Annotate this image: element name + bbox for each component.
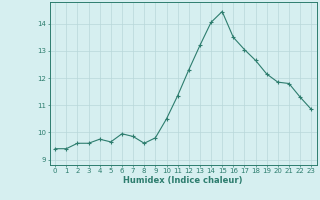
X-axis label: Humidex (Indice chaleur): Humidex (Indice chaleur) (124, 176, 243, 185)
